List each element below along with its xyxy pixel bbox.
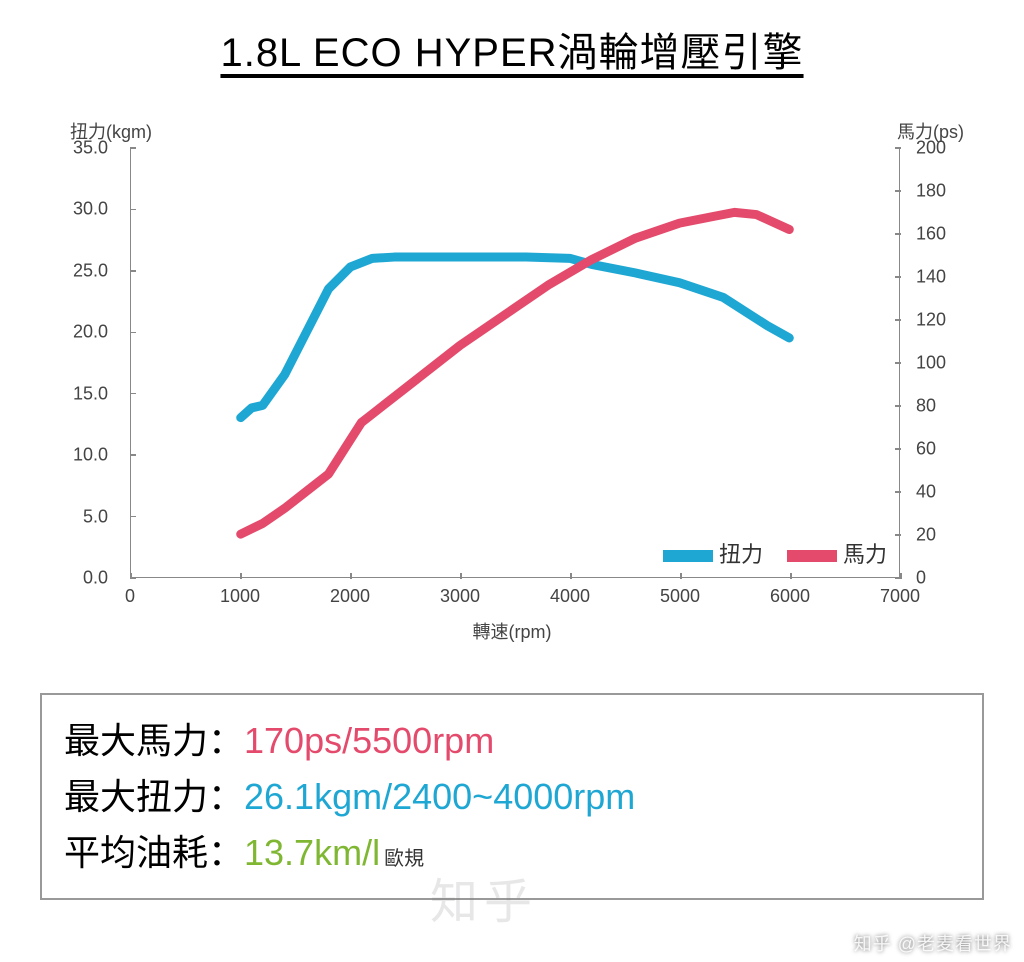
y1-tick-label: 15.0 [73, 383, 108, 404]
watermark-text: 知乎 @老麦看世界 [854, 930, 1012, 956]
y1-tick-label: 20.0 [73, 322, 108, 343]
spec-label: 最大馬力： [64, 713, 244, 769]
x-tick-label: 6000 [770, 586, 810, 607]
legend-item-power: 馬力 [787, 537, 887, 569]
x-tick-label: 0 [125, 586, 135, 607]
legend-label: 扭力 [719, 542, 763, 567]
x-tick-label: 3000 [440, 586, 480, 607]
x-tick-label: 1000 [220, 586, 260, 607]
y1-tick-labels: 0.05.010.015.020.025.030.035.0 [40, 148, 120, 578]
torque-line [241, 257, 790, 418]
legend-item-torque: 扭力 [663, 537, 763, 569]
y2-tick-label: 120 [916, 310, 946, 331]
spec-row: 平均油耗：13.7km/l歐規 [64, 825, 960, 881]
x-tick-label: 4000 [550, 586, 590, 607]
x-tick-label: 2000 [330, 586, 370, 607]
y1-tick-label: 35.0 [73, 138, 108, 159]
spec-label: 平均油耗： [64, 825, 244, 881]
spec-value: 13.7km/l [244, 825, 380, 881]
y2-tick-label: 40 [916, 482, 936, 503]
y2-tick-label: 160 [916, 224, 946, 245]
x-tick-label: 7000 [880, 586, 920, 607]
spec-row: 最大扭力：26.1kgm/2400~4000rpm [64, 769, 960, 825]
y2-tick-label: 180 [916, 181, 946, 202]
spec-label: 最大扭力： [64, 769, 244, 825]
y2-tick-label: 140 [916, 267, 946, 288]
y2-tick-label: 80 [916, 396, 936, 417]
spec-row: 最大馬力：170ps/5500rpm [64, 713, 960, 769]
y1-tick-label: 25.0 [73, 260, 108, 281]
y1-tick-label: 5.0 [83, 506, 108, 527]
line-svg [131, 148, 899, 577]
chart-title: 1.8L ECO HYPER渦輪增壓引擎 [0, 0, 1024, 78]
spec-box: 最大馬力：170ps/5500rpm最大扭力：26.1kgm/2400~4000… [40, 693, 984, 900]
y2-tick-labels: 020406080100120140160180200 [904, 148, 984, 578]
x-axis-title: 轉速(rpm) [473, 618, 552, 644]
spec-value: 26.1kgm/2400~4000rpm [244, 769, 635, 825]
legend-swatch [663, 550, 713, 562]
y1-tick-label: 10.0 [73, 445, 108, 466]
legend-label: 馬力 [843, 542, 887, 567]
chart-legend: 扭力 馬力 [663, 537, 887, 569]
y2-tick-label: 200 [916, 138, 946, 159]
y2-tick-label: 20 [916, 525, 936, 546]
y1-tick-label: 30.0 [73, 199, 108, 220]
plot-area: 扭力 馬力 [130, 148, 900, 578]
x-tick-label: 5000 [660, 586, 700, 607]
y1-tick-label: 0.0 [83, 568, 108, 589]
spec-value: 170ps/5500rpm [244, 713, 494, 769]
spec-note: 歐規 [384, 844, 424, 875]
legend-swatch [787, 550, 837, 562]
chart-container: 扭力(kgm) 馬力(ps) 0.05.010.015.020.025.030.… [40, 118, 984, 678]
y2-tick-label: 60 [916, 439, 936, 460]
y2-tick-label: 100 [916, 353, 946, 374]
